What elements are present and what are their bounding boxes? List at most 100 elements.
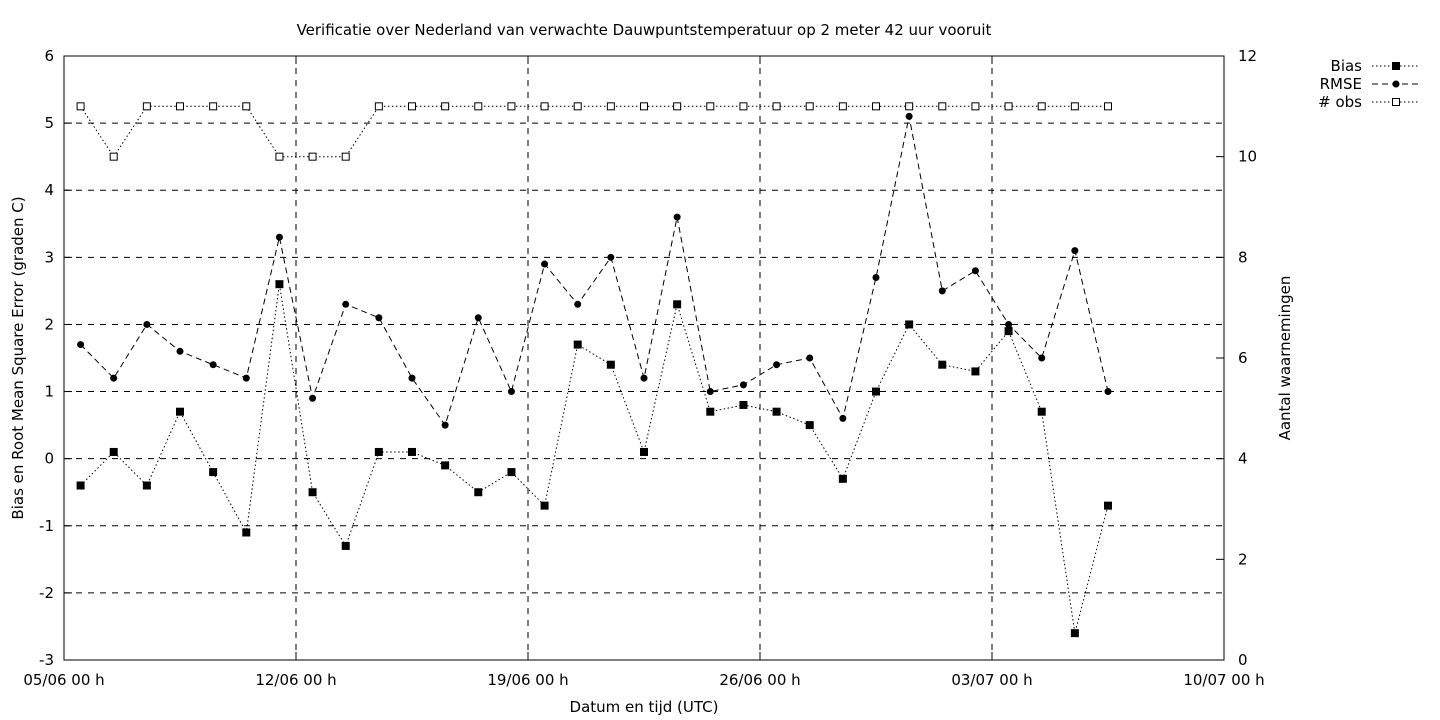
data-point <box>673 300 682 309</box>
data-point <box>143 320 151 328</box>
series-line <box>80 105 1108 158</box>
data-point <box>176 407 184 416</box>
data-point <box>1104 388 1112 396</box>
y-tick-label: 1 <box>44 383 54 401</box>
data-point <box>540 102 549 111</box>
data-point <box>905 320 914 329</box>
data-point <box>971 102 980 111</box>
y2-tick-label: 2 <box>1238 550 1248 568</box>
data-point <box>275 280 284 289</box>
data-point <box>408 374 416 382</box>
data-point <box>1037 407 1046 416</box>
y-tick-label: 6 <box>44 47 54 65</box>
x-tick-label: 12/06 00 h <box>255 671 336 689</box>
data-point <box>1104 102 1112 111</box>
x-tick-label: 10/07 00 h <box>1183 671 1264 689</box>
data-point <box>673 102 682 111</box>
data-point <box>242 374 250 382</box>
data-point <box>209 102 218 111</box>
data-point <box>938 102 947 111</box>
data-point <box>209 361 217 369</box>
data-point <box>640 374 648 382</box>
legend-label: RMSE <box>1320 75 1362 93</box>
data-point <box>971 267 979 275</box>
data-point <box>374 447 383 456</box>
data-point <box>1104 501 1112 510</box>
data-point <box>706 102 715 111</box>
data-point <box>806 354 814 362</box>
legend-marker <box>1392 98 1400 106</box>
data-point <box>772 407 781 416</box>
data-point <box>1004 102 1013 111</box>
data-point <box>176 102 184 111</box>
data-point <box>872 273 880 281</box>
x-tick-label: 26/06 00 h <box>719 671 800 689</box>
data-point <box>706 407 715 416</box>
data-point <box>441 461 450 470</box>
data-point <box>374 102 383 111</box>
data-point <box>938 287 946 295</box>
data-point <box>176 347 184 355</box>
y-tick-label: 4 <box>44 181 54 199</box>
y-tick-label: -2 <box>39 584 54 602</box>
data-point <box>242 528 251 537</box>
data-point <box>1037 102 1046 111</box>
data-point <box>308 152 317 161</box>
data-point <box>839 414 847 422</box>
data-point <box>474 102 483 111</box>
legend-marker <box>1392 62 1400 70</box>
data-point <box>606 102 615 111</box>
data-point <box>76 102 85 111</box>
data-point <box>1070 102 1079 111</box>
data-point <box>308 488 317 497</box>
data-point <box>275 152 284 161</box>
y2-tick-label: 6 <box>1238 349 1248 367</box>
legend-label: Bias <box>1331 57 1363 75</box>
data-point <box>309 394 317 402</box>
series-line <box>80 284 1109 634</box>
data-point <box>838 102 847 111</box>
data-point <box>375 314 383 322</box>
data-point <box>342 300 350 308</box>
data-point <box>773 361 781 369</box>
data-point <box>971 367 980 376</box>
series-layer <box>76 102 1112 638</box>
data-point <box>441 421 449 429</box>
data-point <box>109 152 118 161</box>
data-point <box>1004 327 1013 336</box>
y2-tick-label: 10 <box>1238 148 1257 166</box>
data-point <box>838 474 847 483</box>
data-point <box>706 388 714 396</box>
data-point <box>640 447 648 456</box>
data-point <box>209 468 218 477</box>
data-point <box>1070 629 1079 638</box>
series-2 <box>76 102 1112 161</box>
data-point <box>474 488 483 497</box>
data-point <box>77 341 85 349</box>
y2-tick-label: 4 <box>1238 450 1248 468</box>
data-point <box>109 447 118 456</box>
data-point <box>739 400 748 409</box>
data-point <box>739 381 747 389</box>
y2-tick-label: 0 <box>1238 651 1248 669</box>
data-point <box>507 468 516 477</box>
data-point <box>408 102 416 111</box>
data-point <box>872 387 880 396</box>
y2-tick-label: 12 <box>1238 47 1257 65</box>
data-point <box>1005 320 1013 328</box>
data-point <box>142 102 151 111</box>
data-point <box>872 102 880 111</box>
plot-frame <box>63 55 1225 661</box>
data-point <box>507 388 515 396</box>
y-axis-label: Bias en Root Mean Square Error (graden C… <box>9 196 27 519</box>
series-line <box>80 116 1109 427</box>
data-point <box>739 102 748 111</box>
data-point <box>574 300 582 308</box>
data-point <box>606 360 615 369</box>
grid <box>64 56 1224 660</box>
data-point <box>242 102 251 111</box>
y-tick-label: -3 <box>39 651 54 669</box>
data-point <box>673 213 681 221</box>
